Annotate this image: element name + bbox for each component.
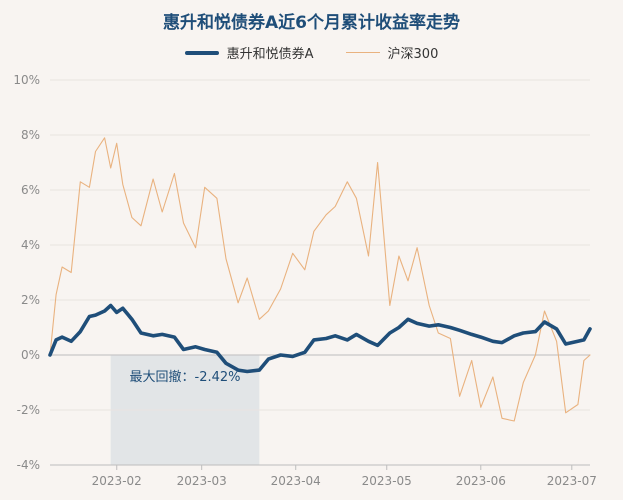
x-tick-label: 2023-05	[362, 474, 412, 488]
x-tick-label: 2023-03	[177, 474, 227, 488]
chart-title: 惠升和悦债券A近6个月累计收益率走势	[163, 13, 460, 33]
y-tick-label: 10%	[13, 73, 40, 87]
drawdown-label: 最大回撤：-2.42%	[130, 369, 241, 385]
series-line-fund[interactable]	[48, 303, 592, 374]
y-tick-label: 8%	[21, 128, 40, 142]
x-tick-label: 2023-06	[456, 474, 506, 488]
legend-swatch-index	[345, 52, 380, 53]
legend: 惠升和悦债券A 沪深300	[0, 43, 623, 62]
series-line-index[interactable]	[49, 137, 591, 422]
legend-label-index: 沪深300	[387, 47, 439, 62]
y-tick-label: -4%	[17, 458, 40, 472]
y-tick-label: 0%	[21, 348, 40, 362]
y-tick-label: 4%	[21, 238, 40, 252]
y-tick-label: 6%	[21, 183, 40, 197]
legend-item-index[interactable]: 沪深300	[345, 43, 439, 62]
x-tick-label: 2023-07	[547, 474, 597, 488]
x-tick-label: 2023-04	[271, 474, 321, 488]
legend-label-fund: 惠升和悦债券A	[226, 47, 314, 62]
y-tick-label: 2%	[21, 293, 40, 307]
legend-item-fund[interactable]: 惠升和悦债券A	[184, 43, 314, 62]
y-tick-label: -2%	[17, 403, 40, 417]
x-tick-label: 2023-02	[92, 474, 142, 488]
legend-swatch-fund	[184, 50, 219, 55]
